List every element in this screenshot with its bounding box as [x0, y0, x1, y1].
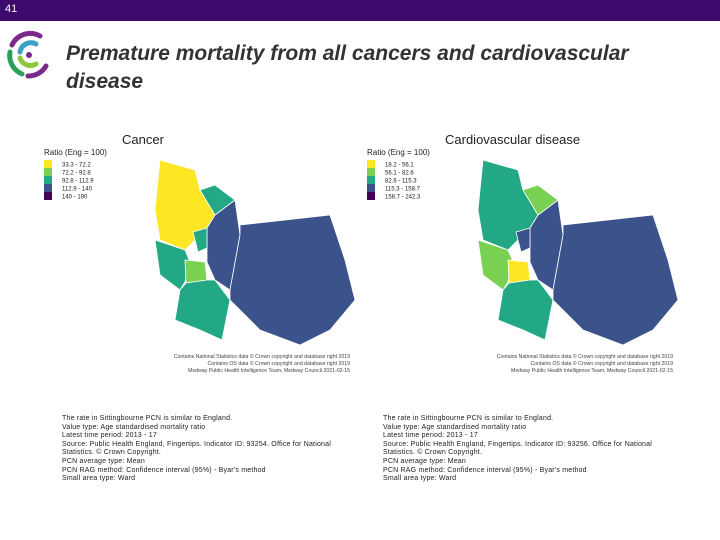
notes: The rate in Sittingbourne PCN is similar…	[62, 415, 332, 484]
ward	[192, 227, 208, 253]
note-line: The rate in Sittingbourne PCN is similar…	[383, 415, 554, 422]
note-line: Small area type: Ward	[383, 475, 457, 483]
note-line: Source: Public Health England, Fingertip…	[62, 440, 331, 457]
legend-label: 92.8 - 112.9	[62, 179, 94, 185]
ward	[497, 279, 554, 341]
legend-label: 115.3 - 158.7	[385, 187, 421, 193]
legend-label: 33.3 - 72.2	[62, 163, 91, 169]
legend-swatch	[367, 192, 375, 200]
note-line: Latest time period: 2013 - 17	[62, 432, 157, 440]
legend-label: 56.1 - 82.6	[385, 171, 414, 177]
ward	[184, 259, 208, 284]
legend-swatch	[367, 160, 375, 168]
map-group: Cardiovascular disease Ratio (Eng = 100) 1…	[367, 132, 679, 374]
legend-label: 112.9 - 140	[62, 187, 93, 193]
credit: Contains National Statistics data © Crow…	[174, 353, 350, 360]
note-line: Latest time period: 2013 - 17	[383, 432, 478, 440]
note-line: PCN RAG method: Confidence interval (95%…	[383, 466, 587, 474]
ward	[199, 184, 236, 216]
note-line: Small area type: Ward	[62, 475, 136, 483]
note-line: PCN RAG method: Confidence interval (95%…	[62, 466, 266, 474]
ward	[515, 227, 531, 253]
legend-swatch	[44, 168, 52, 176]
ward	[229, 214, 356, 346]
note-line: PCN average type: Mean	[62, 457, 145, 465]
ward	[522, 184, 559, 216]
credit: Medway Public Health Intelligence Team, …	[188, 368, 350, 374]
notes: The rate in Sittingbourne PCN is similar…	[383, 415, 653, 484]
credit: Contains OS data © Crown copyright and d…	[530, 360, 673, 367]
slide-number: 41	[5, 3, 18, 15]
legend-swatch	[44, 184, 52, 192]
note-line: PCN average type: Mean	[383, 457, 466, 465]
legend-label: 140 - 190	[62, 195, 88, 201]
legend-swatch	[367, 184, 375, 192]
legend-label: 18.2 - 56.1	[385, 163, 414, 169]
legend-swatch	[44, 160, 52, 168]
ward	[477, 239, 514, 291]
credit: Medway Public Health Intelligence Team, …	[511, 368, 673, 374]
legend-label: 158.7 - 242.3	[385, 195, 421, 201]
credit: Contains OS data © Crown copyright and d…	[207, 360, 350, 367]
legend-swatch	[367, 168, 375, 176]
ward	[552, 214, 679, 346]
note-line: Value type: Age standardised mortality r…	[383, 423, 527, 431]
ward	[174, 279, 231, 341]
legend-swatch	[367, 176, 375, 184]
note-line: The rate in Sittingbourne PCN is similar…	[62, 415, 233, 422]
note-line: Value type: Age standardised mortality r…	[62, 423, 206, 431]
legend-title: Ratio (Eng = 100)	[367, 148, 430, 157]
header-bar: 41	[0, 0, 720, 21]
legend-label: 82.6 - 115.3	[385, 179, 417, 185]
map-title: Cardiovascular disease	[445, 132, 580, 147]
logo	[7, 30, 49, 79]
legend-label: 72.2 - 92.8	[62, 171, 91, 177]
slide-title: Premature mortality from all cancers and…	[66, 42, 629, 93]
legend-swatch	[44, 192, 52, 200]
map-group: Cancer Ratio (Eng = 100) 33.3 - 72.2 72.2 -…	[44, 132, 356, 374]
note-line: Source: Public Health England, Fingertip…	[383, 440, 652, 457]
ward	[154, 239, 191, 291]
legend-title: Ratio (Eng = 100)	[44, 148, 107, 157]
credit: Contains National Statistics data © Crow…	[497, 353, 673, 360]
map-title: Cancer	[122, 132, 165, 147]
ward	[507, 259, 531, 284]
legend-swatch	[44, 176, 52, 184]
